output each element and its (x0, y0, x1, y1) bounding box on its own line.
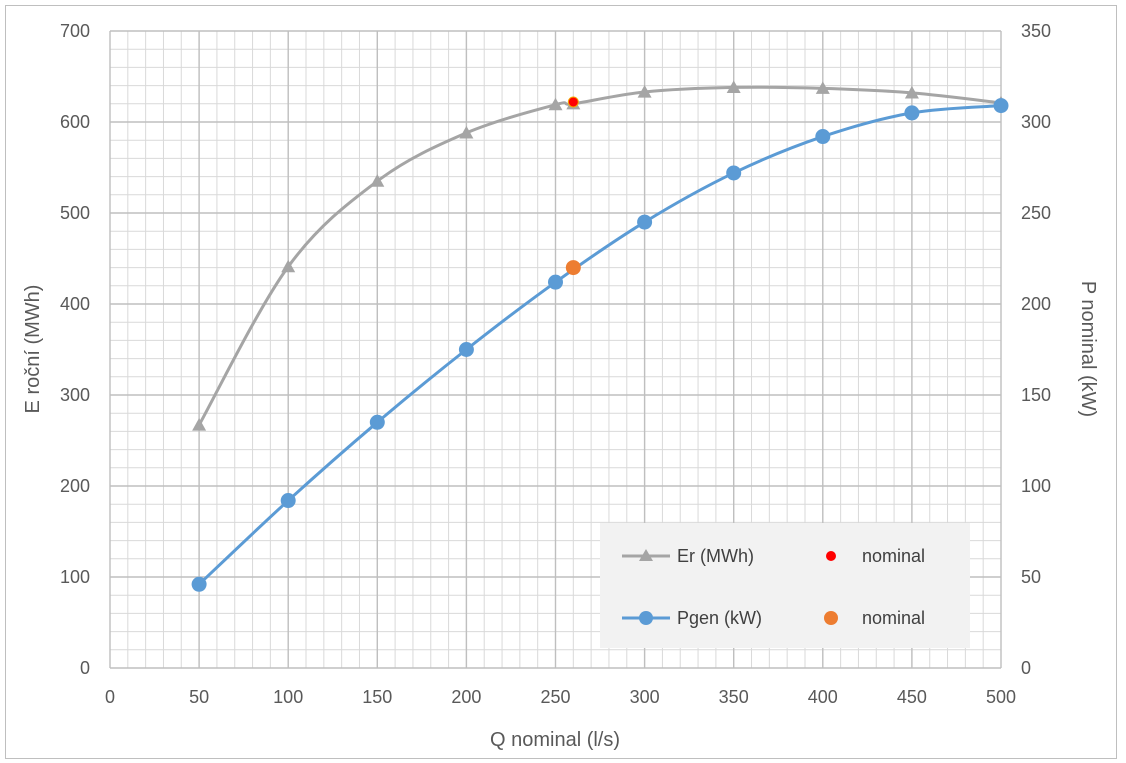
x-tick-label: 400 (808, 687, 838, 707)
x-axis-title: Q nominal (l/s) (490, 729, 620, 751)
y-left-tick-label: 600 (60, 112, 90, 132)
x-tick-label: 50 (189, 687, 209, 707)
legend-nominal-orange-dot-icon (824, 611, 838, 625)
series-0-triangle-point (370, 174, 385, 187)
series-1-dot-point (567, 96, 579, 108)
series-2-circle-point (280, 493, 296, 509)
series-2-circle-point (815, 129, 831, 145)
y-right-tick-label: 150 (1021, 385, 1051, 405)
series-0-triangle-point (815, 81, 830, 94)
y-left-tick-label: 700 (60, 21, 90, 41)
legend-er-label: Er (MWh) (677, 546, 754, 566)
series-0-line (197, 85, 1002, 426)
y-right-tick-label: 250 (1021, 203, 1051, 223)
series-2-circle-point (993, 98, 1009, 114)
legend-nominal-red-dot-icon (826, 551, 836, 561)
legend: Er (MWh) nominal Pgen (kW) nominal (600, 523, 970, 648)
x-tick-label: 500 (986, 687, 1016, 707)
x-tick-label: 0 (105, 687, 115, 707)
y-right-tick-label: 50 (1021, 567, 1041, 587)
series-0-triangle-point (904, 85, 919, 99)
series-0-triangle-point (637, 84, 652, 98)
y-left-tick-label: 400 (60, 294, 90, 314)
y-left-tick-label: 500 (60, 203, 90, 223)
y-left-tick-label: 200 (60, 476, 90, 496)
y-left-tick-label: 0 (80, 658, 90, 678)
series-2-circle-point (904, 105, 920, 121)
y-right-tick-label: 200 (1021, 294, 1051, 314)
series-2-circle-point (548, 274, 563, 290)
y-right-tick-label: 0 (1021, 658, 1031, 678)
series-2-circle-point (369, 414, 385, 430)
y-left-axis-title: E roční (MWh) (22, 285, 44, 414)
series-2-circle-point (726, 165, 742, 181)
series-0-triangle-point (281, 259, 296, 273)
x-tick-label: 100 (273, 687, 303, 707)
legend-er-triangle-icon (639, 549, 653, 561)
legend-entry-nominal-pgen: nominal (824, 608, 925, 628)
y-right-tick-label: 100 (1021, 476, 1051, 496)
legend-nominal-label-2: nominal (862, 608, 925, 628)
legend-entry-pgen: Pgen (kW) (622, 608, 762, 628)
series-2-line (198, 104, 1002, 586)
x-tick-label: 150 (362, 687, 392, 707)
legend-entry-er: Er (MWh) (622, 546, 754, 566)
x-tick-label: 450 (897, 687, 927, 707)
legend-box (600, 523, 970, 648)
y-left-tick-label: 300 (60, 385, 90, 405)
y-right-axis-title: P nominal (kW) (1077, 281, 1099, 417)
x-tick-label: 200 (451, 687, 481, 707)
y-right-tick-label: 300 (1021, 112, 1051, 132)
legend-pgen-circle-icon (639, 611, 653, 625)
x-tick-label: 250 (540, 687, 570, 707)
series-0-triangle-point (726, 80, 741, 94)
legend-pgen-label: Pgen (kW) (677, 608, 762, 628)
series-0-triangle-point (548, 97, 563, 111)
grid (109, 30, 1002, 669)
legend-nominal-label-1: nominal (862, 546, 925, 566)
series-0-triangle-point (459, 125, 474, 139)
legend-entry-nominal-er: nominal (826, 546, 925, 566)
series-layer (191, 80, 1009, 592)
series-2-circle-point (191, 576, 207, 592)
y-right-tick-label: 350 (1021, 21, 1051, 41)
series-0-triangle-point (192, 418, 207, 431)
series-2-circle-point (458, 342, 474, 357)
x-tick-label: 350 (719, 687, 749, 707)
x-tick-label: 300 (630, 687, 660, 707)
series-3-circle-point (565, 260, 581, 276)
series-2-circle-point (637, 214, 653, 230)
axes: 0 50 100 150 200 250 300 350 400 450 5000100200300… (60, 21, 1051, 707)
y-left-tick-label: 100 (60, 567, 90, 587)
